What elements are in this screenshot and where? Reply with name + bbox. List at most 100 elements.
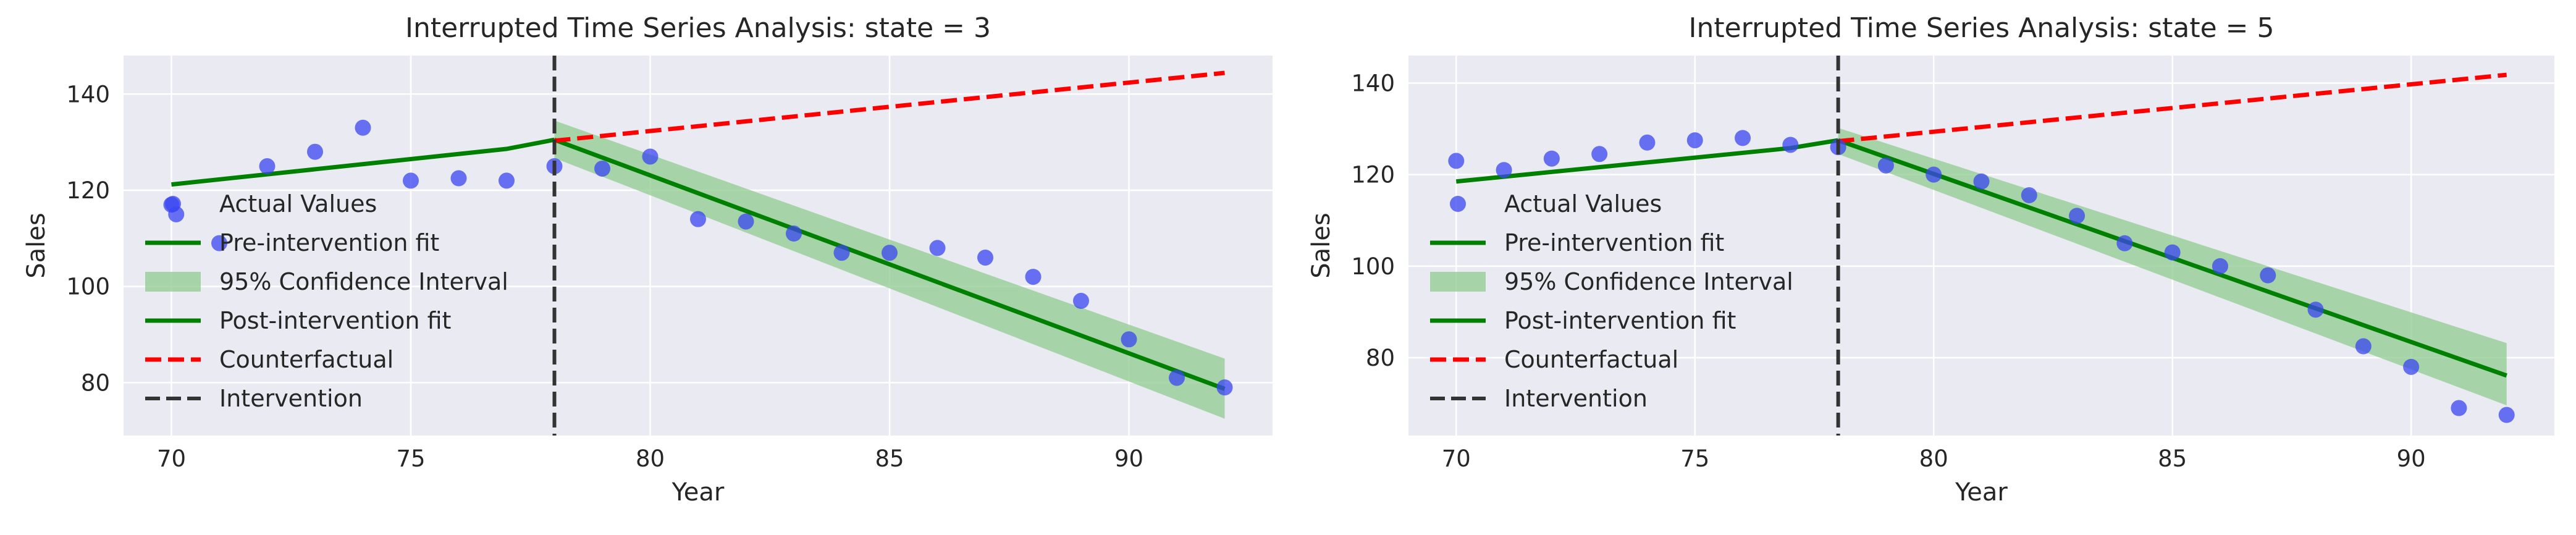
chart-title: Interrupted Time Series Analysis: state … (1689, 12, 2275, 44)
y-tick-label: 100 (1351, 253, 1395, 280)
data-point (1216, 379, 1233, 396)
data-point (1073, 293, 1089, 310)
legend-label: Intervention (219, 385, 363, 412)
y-tick-label: 80 (81, 369, 110, 396)
data-point (1591, 146, 1608, 162)
y-tick-label: 140 (1351, 70, 1395, 96)
data-point (2355, 338, 2372, 355)
data-point (1543, 150, 1560, 167)
legend-label: Pre-intervention fit (1504, 229, 1724, 256)
legend-marker-dot (1450, 196, 1466, 212)
legend-label: Counterfactual (1504, 346, 1678, 373)
legend-entry: Actual Values (1450, 190, 1662, 217)
x-tick-label: 90 (2397, 445, 2426, 472)
legend-entry: Counterfactual (145, 346, 394, 373)
data-point (2116, 235, 2133, 251)
legend-entry: Pre-intervention fit (1430, 229, 1724, 256)
data-layer (1448, 72, 2515, 423)
data-point (882, 245, 898, 261)
legend: Actual Values Pre-intervention fit 95% Con… (1430, 190, 1793, 412)
legend-entry: 95% Confidence Interval (145, 268, 508, 295)
x-tick-label: 85 (2158, 445, 2187, 472)
legend-label: Post-intervention fit (1504, 307, 1736, 334)
y-tick-label: 100 (66, 274, 110, 300)
data-point (259, 158, 276, 175)
x-tick-label: 75 (396, 445, 425, 472)
data-point (786, 225, 802, 242)
confidence-interval-band (554, 120, 1225, 419)
x-tick-label: 90 (1114, 445, 1143, 472)
data-point (1448, 153, 1465, 169)
y-axis-label: Sales (22, 213, 51, 278)
data-point (1121, 331, 1137, 348)
data-point (2307, 301, 2324, 318)
legend-label: 95% Confidence Interval (219, 268, 508, 295)
data-point (211, 235, 227, 251)
legend-label: Actual Values (219, 190, 377, 217)
data-point (1735, 130, 1751, 146)
data-point (833, 245, 850, 261)
chart-panel-1: 70 75 80 85 90 80 100 120 140 Interrupted Time Se… (22, 12, 1273, 507)
data-point (1025, 269, 1042, 285)
data-point (1973, 173, 1990, 190)
data-point (977, 249, 993, 266)
y-tick-label: 120 (66, 177, 110, 204)
x-tick-label: 80 (1919, 445, 1948, 472)
y-axis-label: Sales (1307, 213, 1336, 278)
data-point (594, 160, 610, 177)
legend-marker-dot (165, 196, 181, 212)
data-point (1639, 134, 1656, 151)
legend-entry: Actual Values (165, 190, 377, 217)
x-axis-label: Year (1955, 478, 2008, 507)
data-point (1926, 166, 1942, 183)
y-tick-label: 80 (1366, 345, 1395, 371)
data-point (738, 213, 754, 230)
legend-label: Intervention (1504, 385, 1648, 412)
x-tick-label: 80 (636, 445, 665, 472)
legend-entry: Intervention (1430, 385, 1648, 412)
data-point (2212, 258, 2228, 274)
y-tick-label: 120 (1351, 162, 1395, 188)
counterfactual-line (1838, 72, 2507, 144)
legend-marker-ci (1430, 272, 1486, 292)
data-point (2069, 208, 2086, 224)
legend-label: Post-intervention fit (219, 307, 451, 334)
data-point (1782, 137, 1799, 153)
y-tick-label: 140 (66, 81, 110, 107)
data-point (2164, 244, 2181, 261)
legend-label: Actual Values (1504, 190, 1662, 217)
data-point (690, 211, 706, 227)
data-point (929, 240, 946, 256)
legend-entry: Post-intervention fit (1430, 307, 1736, 334)
data-point (642, 148, 659, 165)
chart-panel-2: 70 75 80 85 90 80 100 120 140 Interrupted Time Se… (1307, 12, 2554, 507)
legend-label: Pre-intervention fit (219, 229, 439, 256)
legend-marker-ci (145, 272, 201, 292)
data-point (2498, 407, 2515, 423)
post-intervention-fit-line (554, 137, 1226, 391)
pre-intervention-fit-line (171, 137, 555, 187)
legend-entry: 95% Confidence Interval (1430, 268, 1793, 295)
legend-entry: Pre-intervention fit (145, 229, 439, 256)
data-layer (163, 70, 1233, 419)
x-tick-label: 70 (1442, 445, 1471, 472)
counterfactual-line (554, 70, 1225, 143)
legend-entry: Post-intervention fit (145, 307, 451, 334)
data-point (307, 143, 323, 160)
data-point (499, 172, 515, 189)
data-point (1169, 369, 1185, 386)
x-tick-label: 75 (1680, 445, 1709, 472)
plot-area (1408, 56, 2554, 436)
legend-label: 95% Confidence Interval (1504, 268, 1793, 295)
legend-entry: Counterfactual (1430, 346, 1678, 373)
data-point (1496, 162, 1512, 179)
data-point (403, 172, 419, 189)
data-point (2451, 400, 2467, 416)
plot-area (124, 56, 1273, 436)
x-tick-label: 70 (157, 445, 186, 472)
x-tick-label: 85 (875, 445, 904, 472)
data-point (1686, 132, 1703, 149)
chart-title: Interrupted Time Series Analysis: state … (405, 12, 991, 44)
data-point (355, 119, 371, 136)
